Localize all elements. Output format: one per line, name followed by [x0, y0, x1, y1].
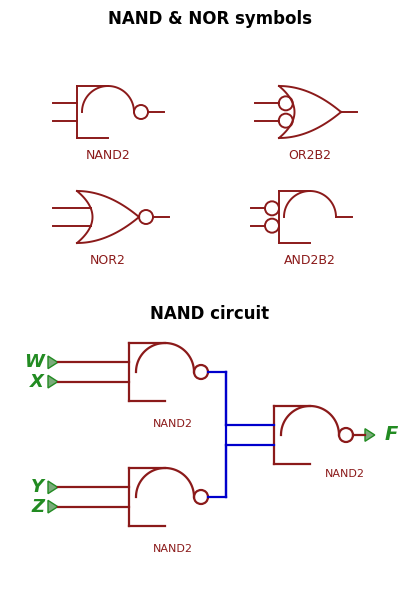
Polygon shape [48, 481, 58, 494]
Text: OR2B2: OR2B2 [289, 149, 331, 162]
Text: NAND2: NAND2 [153, 419, 193, 429]
Text: NAND2: NAND2 [325, 469, 365, 479]
Text: AND2B2: AND2B2 [284, 254, 336, 267]
Text: NAND & NOR symbols: NAND & NOR symbols [108, 10, 312, 28]
Text: NAND2: NAND2 [86, 149, 130, 162]
Text: X: X [30, 373, 44, 390]
Polygon shape [48, 500, 58, 513]
Text: NAND2: NAND2 [153, 544, 193, 554]
Text: NAND circuit: NAND circuit [150, 305, 270, 323]
Polygon shape [48, 356, 58, 368]
Polygon shape [365, 429, 375, 441]
Text: Y: Y [31, 478, 44, 496]
Text: NOR2: NOR2 [90, 254, 126, 267]
Text: W: W [24, 353, 44, 371]
Text: Z: Z [31, 498, 44, 516]
Polygon shape [48, 376, 58, 388]
Text: F: F [385, 426, 399, 445]
